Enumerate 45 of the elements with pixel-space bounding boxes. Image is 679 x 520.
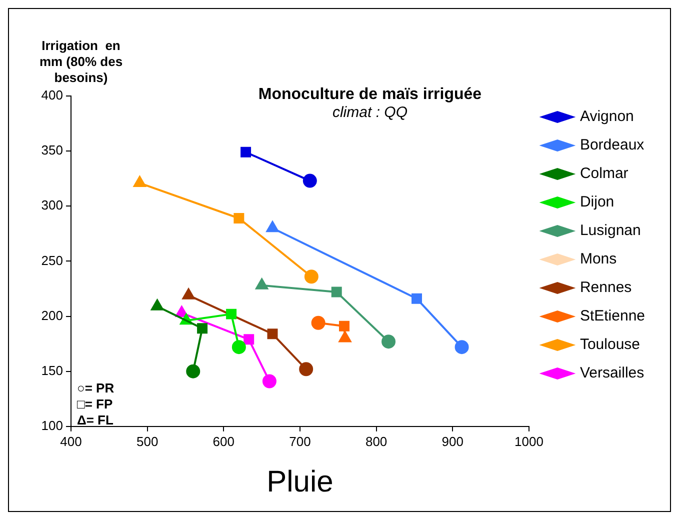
point <box>262 374 276 388</box>
annotation: Δ= FL <box>77 412 114 428</box>
legend-label: Rennes <box>580 279 632 296</box>
x-tick-label: 700 <box>289 434 311 449</box>
point <box>304 270 318 284</box>
y-tick-label: 100 <box>41 418 63 433</box>
point <box>311 316 326 330</box>
legend-label: Bordeaux <box>580 136 645 154</box>
point <box>256 278 268 290</box>
point <box>454 340 469 354</box>
y-tick-label: 300 <box>41 198 63 213</box>
text: climat : QQ <box>332 104 408 121</box>
x-tick-label: 900 <box>442 434 464 449</box>
point <box>382 334 396 349</box>
legend-label: Colmar <box>580 165 628 182</box>
legend-label: StEtienne <box>580 308 645 325</box>
point <box>266 221 279 232</box>
x-tick-label: 500 <box>136 434 158 449</box>
point <box>299 362 314 376</box>
legend-label: Versailles <box>580 364 644 382</box>
x-tick-label: 800 <box>365 434 388 449</box>
x-tick-label: 400 <box>60 434 82 449</box>
legend-label: Dijon <box>580 194 614 211</box>
legend-label: Lusignan <box>580 222 641 240</box>
point <box>338 331 352 342</box>
annotation: ○= PR <box>77 380 115 396</box>
y-tick-label: 400 <box>41 88 63 103</box>
y-axis-title: Irrigation en mm (80% des besoins) <box>39 38 123 85</box>
point <box>197 323 208 334</box>
y-tick-label: 150 <box>41 362 63 378</box>
x-axis-title: Pluie <box>266 465 334 498</box>
point <box>182 288 195 300</box>
legend-label: Toulouse <box>580 336 640 354</box>
x-tick-label: 1000 <box>514 434 544 449</box>
point <box>151 299 164 310</box>
point <box>226 308 237 320</box>
annotation: □= FP <box>77 396 113 412</box>
y-tick-label: 350 <box>41 142 63 158</box>
x-tick-label: 600 <box>212 434 235 449</box>
y-tick-label: 250 <box>41 252 63 268</box>
y-tick-label: 200 <box>41 308 63 323</box>
point <box>133 176 146 188</box>
chart-title: Monoculture de maïs irriguée <box>258 86 482 103</box>
legend-label: Avignon <box>580 108 634 126</box>
legend-label: Mons <box>580 250 617 268</box>
